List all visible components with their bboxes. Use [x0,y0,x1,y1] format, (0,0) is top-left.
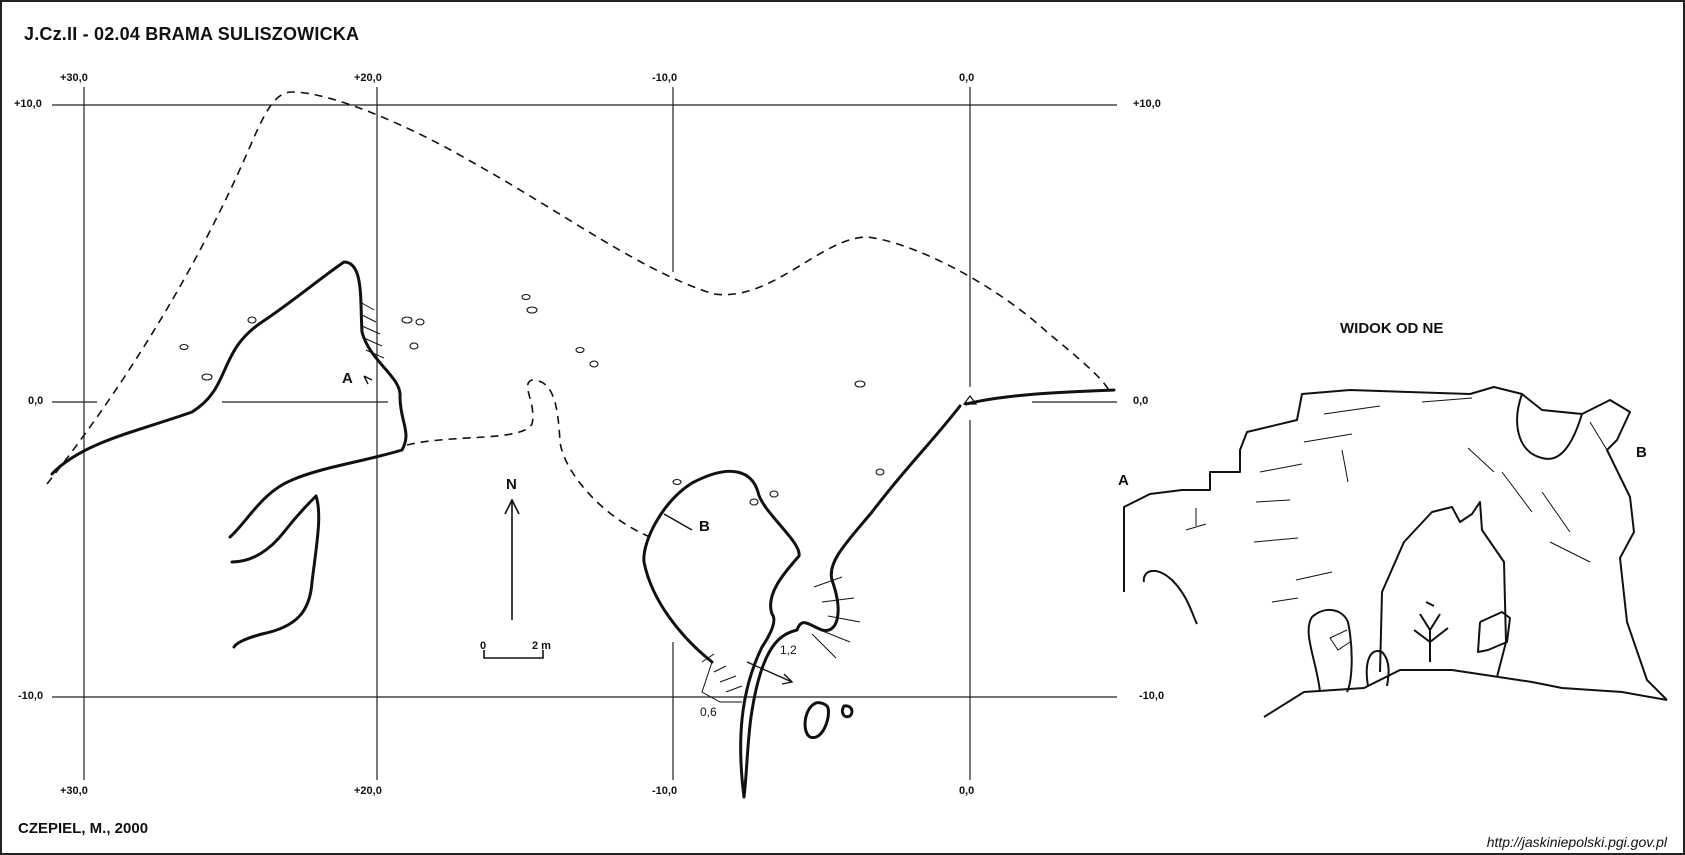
section-line-b [663,513,693,531]
grid-x-label-bottom: 0,0 [959,785,975,797]
grid-y-label-left: +10,0 [14,98,42,110]
view-title: WIDOK OD NE [1340,320,1444,337]
rock-view-hatching [1185,397,1608,651]
cave-walls [50,260,1116,799]
rock-view-sketch [1123,386,1668,718]
grid-x-label-top: +30,0 [60,72,88,84]
grid-y-label-left: -10,0 [18,690,44,702]
left-chamber-wall [50,260,408,539]
view-label-b: B [1636,444,1647,461]
grid-y-label-left: 0,0 [28,395,44,407]
survey-point-triangle [962,395,978,405]
grid-x-label-top: -10,0 [652,72,678,84]
rock-symbols [179,293,885,506]
view-label-a: A [1118,472,1129,489]
grid-x-label-bottom: -10,0 [652,785,678,797]
rock-outcrop-left [230,494,321,649]
grid-y-label-right: 0,0 [1133,395,1149,407]
section-lines [363,375,794,685]
dripline-inner [406,379,651,538]
slope-hachures [359,301,861,703]
entrance-arrow [746,661,794,685]
grid-y-label-right: -10,0 [1139,690,1165,702]
north-arrow [504,498,520,620]
scale-bar-graphic [483,650,544,659]
section-label-a: A [342,370,353,387]
scale-bar-start-label: 0 [480,640,487,652]
grid-x-label-top: 0,0 [959,72,975,84]
source-url-link[interactable]: http://jaskiniepolski.pgi.gov.pl [1486,834,1667,850]
scale-bar-end-label: 2 m [532,640,551,652]
author-credit: CZEPIEL, M., 2000 [18,820,149,837]
grid-x-label-bottom: +30,0 [60,785,88,797]
chamber-b-wall [642,404,962,799]
north-label: N [506,476,517,493]
boulder-large [803,701,830,739]
grid-x-label-top: +20,0 [354,72,382,84]
coordinate-grid [52,87,1117,780]
depth-label: 0,6 [700,705,717,719]
depth-label: 1,2 [780,643,797,657]
section-line-a [363,375,373,385]
boulder-small [840,704,854,719]
grid-y-label-right: +10,0 [1133,98,1161,110]
grid-x-label-bottom: +20,0 [354,785,382,797]
dripline-main [46,91,1111,485]
right-passage-wall [964,388,1116,406]
section-label-b: B [699,518,710,535]
map-title: J.Cz.II - 02.04 BRAMA SULISZOWICKA [24,24,360,44]
dripline-outline [46,91,1111,538]
